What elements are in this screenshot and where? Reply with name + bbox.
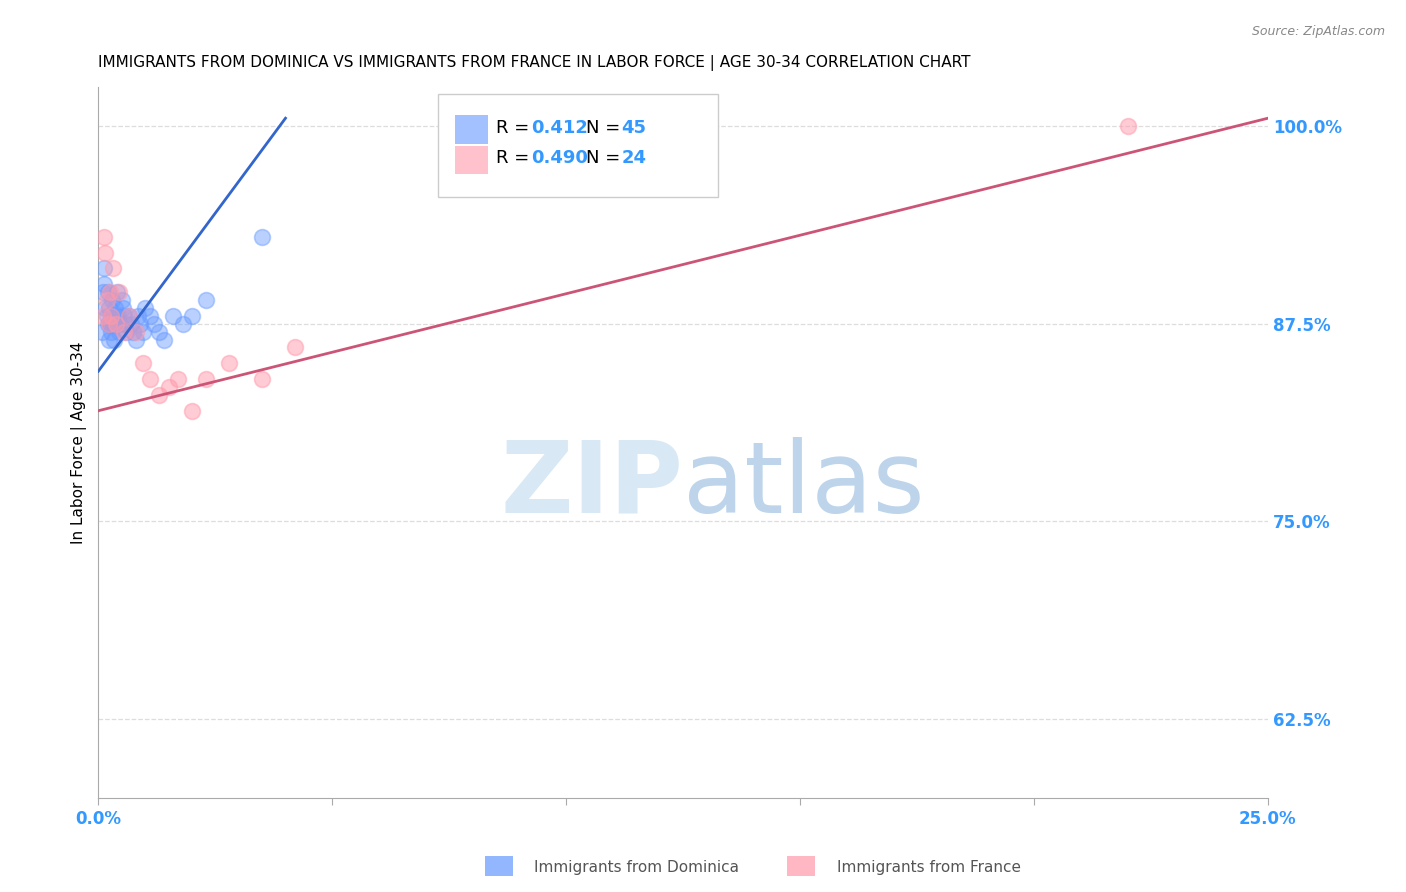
Point bbox=[118, 309, 141, 323]
Point bbox=[148, 388, 170, 402]
FancyBboxPatch shape bbox=[456, 145, 488, 174]
Text: N =: N = bbox=[586, 150, 626, 168]
Text: 24: 24 bbox=[621, 150, 647, 168]
Point bbox=[91, 325, 114, 339]
Point bbox=[111, 301, 134, 315]
Point bbox=[96, 309, 118, 323]
FancyBboxPatch shape bbox=[456, 115, 488, 144]
FancyBboxPatch shape bbox=[437, 94, 718, 197]
Point bbox=[250, 372, 273, 386]
Point bbox=[98, 285, 121, 300]
Point bbox=[100, 309, 122, 323]
Point bbox=[132, 325, 155, 339]
Point bbox=[139, 372, 162, 386]
Point bbox=[114, 317, 136, 331]
Y-axis label: In Labor Force | Age 30-34: In Labor Force | Age 30-34 bbox=[72, 341, 87, 543]
Point bbox=[103, 261, 125, 276]
Point bbox=[100, 309, 122, 323]
Point bbox=[98, 333, 121, 347]
Text: 45: 45 bbox=[621, 119, 647, 136]
Point bbox=[122, 325, 145, 339]
Point bbox=[180, 309, 202, 323]
Text: 0.490: 0.490 bbox=[531, 150, 588, 168]
Point bbox=[111, 293, 134, 307]
Point bbox=[97, 285, 120, 300]
Point bbox=[157, 380, 180, 394]
Point bbox=[284, 341, 307, 355]
FancyBboxPatch shape bbox=[787, 856, 815, 876]
Point bbox=[93, 277, 115, 292]
Text: ZIP: ZIP bbox=[501, 436, 683, 533]
Point bbox=[97, 301, 120, 315]
Point bbox=[139, 309, 162, 323]
Point bbox=[118, 309, 141, 323]
Point bbox=[104, 317, 127, 331]
Text: atlas: atlas bbox=[683, 436, 925, 533]
Text: 0.412: 0.412 bbox=[531, 119, 588, 136]
Point bbox=[143, 317, 166, 331]
Text: Immigrants from Dominica: Immigrants from Dominica bbox=[534, 861, 740, 875]
Point bbox=[132, 356, 155, 370]
Text: Source: ZipAtlas.com: Source: ZipAtlas.com bbox=[1251, 25, 1385, 38]
Point bbox=[112, 325, 135, 339]
Point bbox=[172, 317, 194, 331]
Text: N =: N = bbox=[586, 119, 626, 136]
Point bbox=[98, 317, 121, 331]
Point bbox=[100, 325, 122, 339]
Point bbox=[162, 309, 184, 323]
Point bbox=[91, 285, 114, 300]
Text: R =: R = bbox=[496, 150, 536, 168]
Point bbox=[91, 309, 114, 323]
Point bbox=[96, 293, 118, 307]
Point bbox=[103, 333, 125, 347]
Point bbox=[103, 317, 125, 331]
Point bbox=[97, 317, 120, 331]
Point bbox=[94, 245, 117, 260]
Point bbox=[104, 301, 127, 315]
Point bbox=[93, 229, 115, 244]
Point bbox=[129, 317, 152, 331]
Text: IMMIGRANTS FROM DOMINICA VS IMMIGRANTS FROM FRANCE IN LABOR FORCE | AGE 30-34 CO: IMMIGRANTS FROM DOMINICA VS IMMIGRANTS F… bbox=[98, 55, 972, 71]
Point bbox=[93, 261, 115, 276]
Point bbox=[218, 356, 240, 370]
Point bbox=[153, 333, 176, 347]
Point bbox=[127, 309, 149, 323]
Point bbox=[167, 372, 190, 386]
Point bbox=[112, 309, 135, 323]
Point bbox=[1116, 119, 1139, 133]
Point bbox=[115, 325, 138, 339]
Point bbox=[180, 403, 202, 417]
Point bbox=[125, 333, 148, 347]
Point bbox=[108, 285, 131, 300]
Point bbox=[120, 317, 142, 331]
FancyBboxPatch shape bbox=[485, 856, 513, 876]
Point bbox=[194, 372, 217, 386]
Point bbox=[101, 293, 124, 307]
Point bbox=[97, 317, 120, 331]
Point bbox=[250, 229, 273, 244]
Point bbox=[148, 325, 170, 339]
Point bbox=[125, 325, 148, 339]
Point bbox=[194, 293, 217, 307]
Point bbox=[108, 325, 131, 339]
Point bbox=[105, 285, 128, 300]
Text: Immigrants from France: Immigrants from France bbox=[837, 861, 1021, 875]
Point bbox=[105, 317, 128, 331]
Point bbox=[105, 309, 128, 323]
Point bbox=[94, 301, 117, 315]
Text: R =: R = bbox=[496, 119, 536, 136]
Point bbox=[108, 317, 131, 331]
Point bbox=[134, 301, 156, 315]
Point bbox=[107, 309, 129, 323]
